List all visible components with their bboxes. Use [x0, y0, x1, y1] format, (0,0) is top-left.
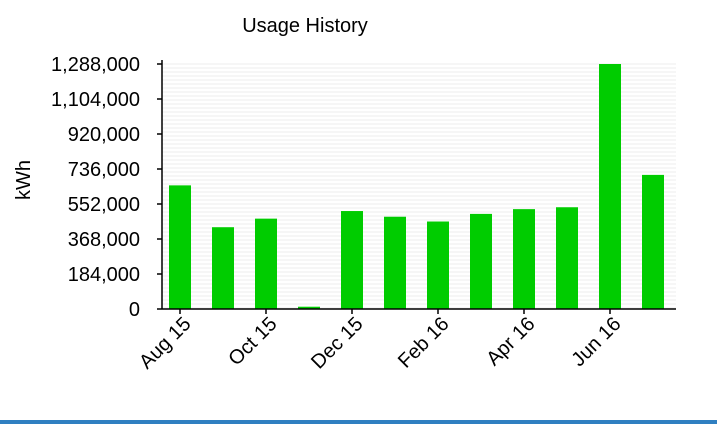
bar-jul-16 [642, 174, 664, 309]
x-tick-label: Jun 16 [568, 313, 626, 371]
bar-series [169, 64, 664, 309]
x-tick-label: Oct 15 [224, 313, 281, 370]
bar-sep-15 [212, 227, 234, 309]
y-tick-label: 0 [129, 299, 140, 321]
y-tick-label: 184,000 [68, 264, 140, 286]
y-tick-label: 1,288,000 [51, 54, 140, 76]
plot-grid [162, 63, 676, 309]
bar-mar-16 [470, 213, 492, 309]
bar-oct-15 [255, 218, 277, 309]
x-tick-label: Feb 16 [394, 313, 454, 373]
bar-jun-16 [599, 64, 621, 309]
bar-apr-16 [513, 209, 535, 309]
x-tick-label: Dec 15 [307, 313, 367, 373]
bottom-divider [0, 420, 717, 424]
x-tick-label: Apr 16 [482, 313, 539, 370]
bar-aug-15 [169, 185, 191, 309]
bar-nov-15 [298, 306, 320, 309]
y-tick-label: 368,000 [68, 229, 140, 251]
bar-jan-16 [384, 216, 406, 309]
chart-title: Usage History [242, 15, 368, 37]
x-tick-label: Aug 15 [135, 313, 195, 373]
bar-feb-16 [427, 221, 449, 309]
bar-dec-15 [341, 211, 363, 309]
y-axis-title: kWh [13, 160, 35, 200]
x-axis-ticks: Aug 15 Oct 15 Dec 15 Feb 16 Apr 16 Jun 16 [135, 309, 626, 373]
bar-may-16 [556, 207, 578, 309]
y-axis-ticks: 0 184,000 368,000 552,000 736,000 920,000 1,10… [51, 54, 162, 321]
y-tick-label: 552,000 [68, 194, 140, 216]
y-tick-label: 920,000 [68, 124, 140, 146]
y-tick-label: 736,000 [68, 159, 140, 181]
y-tick-label: 1,104,000 [51, 89, 140, 111]
